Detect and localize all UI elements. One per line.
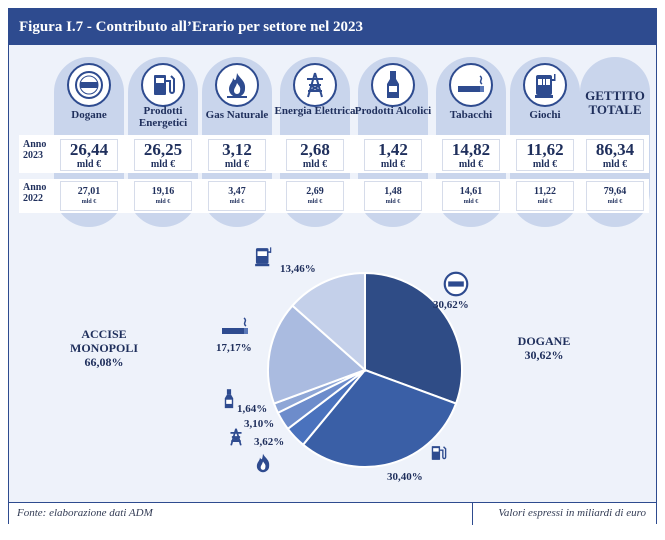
bottle-icon: [224, 389, 234, 409]
dogane-group-label: DOGANE 30,62%: [517, 334, 571, 362]
sector-label: Gas Naturale: [205, 109, 269, 121]
flame-icon: [215, 63, 259, 107]
pie-slice-tabacchi: [267, 304, 367, 405]
sector-label: Giochi: [529, 109, 561, 121]
slot-machine-icon: [255, 247, 272, 267]
flame-icon: [256, 453, 270, 473]
cigarette-icon: [222, 317, 248, 334]
value-2023-energia-elettrica: 2,68 mld €: [286, 139, 344, 171]
value-2022-giochi: 11,22 mld €: [516, 181, 574, 211]
figure-footer: Fonte: elaborazione dati ADM Valori espr…: [9, 502, 656, 525]
sector-label: Prodotti Energetici: [138, 105, 188, 129]
value-2023-prodotti-energetici: 26,25 mld €: [134, 139, 192, 171]
sector-label: Prodotti Alcolici: [354, 105, 432, 117]
slot-machine-icon: [523, 63, 567, 107]
value-2022-prodotti-alcolici: 1,48 mld €: [364, 181, 422, 211]
value-2022-dogane: 27,01 mld €: [60, 181, 118, 211]
sector-label: Tabacchi: [449, 109, 493, 121]
slice-label-prodotti-energetici: 30,40%: [387, 471, 423, 483]
slice-label-gas-naturale: 3,62%: [254, 436, 285, 448]
source-note: Fonte: elaborazione dati ADM: [17, 507, 153, 519]
slice-label-dogane: 30,62%: [433, 299, 469, 311]
accise-monopoli-label: ACCISE MONOPOLI 66,08%: [70, 327, 138, 369]
pie-slice-prodotti-energetici: [301, 368, 458, 468]
slice-label-tabacchi: 17,17%: [216, 342, 252, 354]
dogane-seal-icon: [67, 63, 111, 107]
value-2023-dogane: 26,44 mld €: [60, 139, 118, 171]
dogane-seal-icon: [443, 271, 469, 297]
fuel-pump-icon: [141, 63, 185, 107]
value-2022-totale: 79,64 mld €: [586, 181, 644, 211]
slice-label-energia-elettrica: 3,10%: [244, 418, 275, 430]
value-2023-prodotti-alcolici: 1,42 mld €: [364, 139, 422, 171]
slice-label-giochi: 13,46%: [280, 263, 316, 275]
value-2023-giochi: 11,62 mld €: [516, 139, 574, 171]
sector-label: GETTITO TOTALE: [585, 88, 645, 117]
year-label-2022: Anno 2022: [23, 182, 47, 204]
value-2023-totale: 86,34 mld €: [586, 139, 644, 171]
sector-label: Energia Elettrica: [274, 105, 356, 117]
cigarette-icon: [449, 63, 493, 107]
value-2022-tabacchi: 14,61 mld €: [442, 181, 500, 211]
footer-divider: [472, 503, 473, 525]
pie-slice-dogane: [364, 271, 463, 405]
figure-title: Figura I.7 - Contributo all’Erario per s…: [9, 9, 656, 45]
fuel-pump-icon: [431, 446, 447, 460]
value-2022-energia-elettrica: 2,69 mld €: [286, 181, 344, 211]
figure-frame: Figura I.7 - Contributo all’Erario per s…: [8, 8, 657, 525]
sector-label: Dogane: [71, 109, 107, 121]
value-2022-prodotti-energetici: 19,16 mld €: [134, 181, 192, 211]
value-2022-gas-naturale: 3,47 mld €: [208, 181, 266, 211]
units-note: Valori espressi in miliardi di euro: [498, 507, 646, 519]
value-2023-gas-naturale: 3,12 mld €: [208, 139, 266, 171]
pie-chart: [267, 271, 463, 468]
value-2023-tabacchi: 14,82 mld €: [442, 139, 500, 171]
power-pylon-icon: [230, 428, 242, 446]
slice-label-prodotti-alcolici: 1,64%: [237, 403, 268, 415]
year-label-2023: Anno 2023: [23, 139, 47, 161]
pie-slice-giochi: [290, 271, 366, 373]
power-pylon-icon: [293, 63, 337, 107]
bottle-icon: [371, 63, 415, 107]
